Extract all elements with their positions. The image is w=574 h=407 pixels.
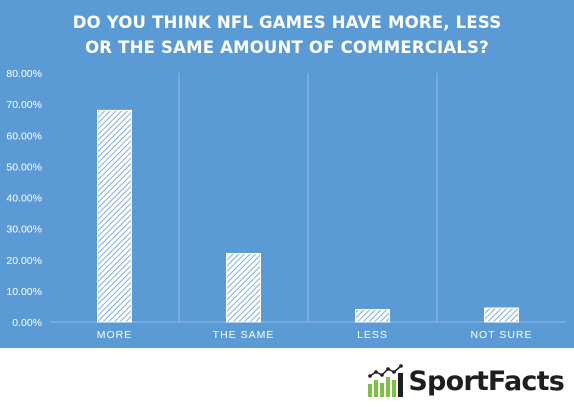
bar-the-same xyxy=(226,253,261,323)
y-tick-label: 40.00% xyxy=(6,193,42,205)
y-tick-label: 60.00% xyxy=(6,130,42,142)
y-tick-label: 0.00% xyxy=(12,317,42,329)
y-tick-label: 70.00% xyxy=(6,99,42,111)
chart-title-line-2: OR THE SAME AMOUNT OF COMMERCIALS? xyxy=(85,38,489,57)
bar-chart-trend-icon xyxy=(368,364,404,397)
sportfacts-logo: SportFacts xyxy=(367,358,565,398)
y-tick-label: 30.00% xyxy=(6,224,42,236)
chart-title-line-1: DO YOU THINK NFL GAMES HAVE MORE, LESS xyxy=(72,13,502,32)
y-tick-label: 20.00% xyxy=(6,255,42,267)
footer: SportFacts xyxy=(0,348,574,407)
chart-title: DO YOU THINK NFL GAMES HAVE MORE, LESS O… xyxy=(0,10,574,60)
bar-less xyxy=(355,309,390,323)
x-tick-label: LESS xyxy=(357,329,388,341)
chart-panel: DO YOU THINK NFL GAMES HAVE MORE, LESS O… xyxy=(0,0,574,348)
chart-plot: 0.00% 10.00% 20.00% 30.00% 40.00% 50.00% 60.00… xyxy=(6,68,566,341)
x-tick-label: NOT SURE xyxy=(470,329,532,341)
x-tick-label: MORE xyxy=(97,329,133,341)
y-tick-label: 50.00% xyxy=(6,161,42,173)
bar-not-sure xyxy=(484,307,519,323)
bar-more xyxy=(97,109,132,323)
y-tick-label: 80.00% xyxy=(6,68,42,80)
logo-text: SportFacts xyxy=(408,366,564,397)
y-tick-label: 10.00% xyxy=(6,286,42,298)
x-tick-label: THE SAME xyxy=(213,329,275,341)
